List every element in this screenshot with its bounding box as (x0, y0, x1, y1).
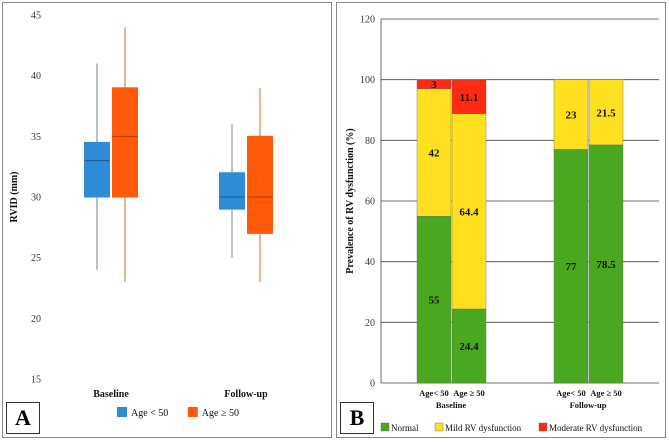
stacked-bar-segment (451, 308, 487, 384)
stacked-bar-segment (588, 144, 624, 384)
stacked-bar-segment (451, 79, 487, 114)
legend-swatch (434, 422, 444, 432)
data-label: 78.5 (596, 259, 616, 271)
y-tick-label: 20 (31, 314, 41, 325)
x-category-label: Baseline (93, 389, 129, 400)
data-label: 24.4 (459, 341, 479, 353)
y-tick-label: 25 (31, 253, 41, 264)
y-tick-label: 0 (370, 379, 375, 390)
box (84, 141, 110, 198)
x-tick-label: Age< 50 (556, 388, 586, 398)
y-tick-label: 40 (365, 257, 375, 268)
data-label: 64.4 (459, 206, 479, 218)
stacked-bar-segment (588, 79, 624, 146)
data-label: 42 (429, 147, 441, 159)
data-label: 21.5 (596, 107, 616, 119)
box (247, 135, 273, 234)
group-label: Follow-up (570, 400, 607, 410)
data-label: 77 (566, 261, 578, 273)
group-label: Baseline (436, 400, 466, 410)
data-label: 23 (566, 110, 578, 122)
y-tick-label: 120 (360, 15, 375, 26)
legend-swatch (187, 407, 198, 417)
panel-a: 15 20 25 30 35 40 45 RVID (mm) Baseline Follow-up… (2, 2, 332, 438)
data-label: 55 (429, 295, 441, 307)
legend-label: Normal (391, 423, 419, 433)
y-tick-label: 100 (360, 75, 375, 86)
box (112, 87, 138, 198)
y-axis-label: RVID (mm) (9, 171, 20, 222)
x-category-label: Follow-up (224, 389, 268, 400)
data-label: 3 (431, 79, 437, 91)
data-label: 11.1 (460, 92, 479, 104)
y-tick-label: 35 (31, 132, 41, 143)
stacked-bar-segment (416, 215, 452, 384)
y-tick-label: 40 (31, 71, 41, 82)
legend-swatch (538, 422, 548, 432)
stacked-bar-segment (451, 113, 487, 310)
y-tick-label: 80 (365, 136, 375, 147)
x-tick-label: Age ≥ 50 (590, 388, 622, 398)
legend-swatch (117, 407, 127, 417)
legend-swatch (380, 422, 390, 432)
y-tick-label: 60 (365, 197, 375, 208)
legend-label: Age < 50 (131, 408, 168, 419)
stacked-bar-segment (553, 79, 589, 150)
x-tick-label: Age ≥ 50 (453, 388, 485, 398)
legend-label: Age ≥ 50 (202, 408, 239, 419)
y-tick-label: 20 (365, 318, 375, 329)
panel-a-letter: A (6, 402, 40, 434)
y-tick-label: 45 (31, 11, 41, 22)
box (219, 172, 245, 210)
stacked-bar-segment (416, 79, 452, 89)
panel-b-letter: B (340, 402, 374, 434)
y-axis-label: Prevalence of RV dysfunction (%) (345, 128, 356, 273)
y-tick-label: 15 (31, 375, 41, 386)
y-tick-label: 30 (31, 193, 41, 204)
x-tick-label: Age< 50 (419, 388, 449, 398)
panel-b: 0 20 40 60 80 100 120 Prevalence of RV dysfunct… (336, 2, 666, 438)
legend-label: Moderate RV dysfunction (549, 423, 643, 433)
stacked-bar-segment (553, 149, 589, 384)
stacked-bar-chart: 0 20 40 60 80 100 120 Prevalence of RV dysfunct… (345, 15, 659, 433)
stacked-bar-segment (416, 88, 452, 217)
box-plot-chart: 15 20 25 30 35 40 45 RVID (mm) Baseline Follow-up… (9, 11, 273, 419)
legend-label: Mild RV dysfunction (445, 423, 522, 433)
